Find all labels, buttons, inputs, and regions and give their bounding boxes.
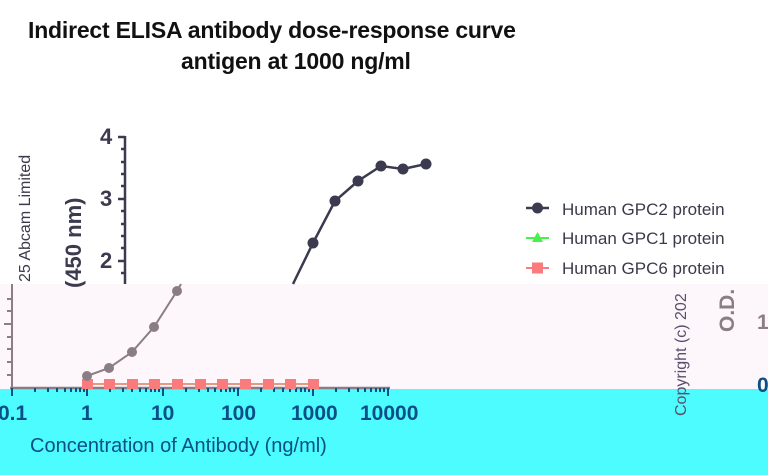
x-tick-10000: 10000 xyxy=(360,402,419,425)
right-y-tick-1: 1 xyxy=(757,311,768,334)
y-tick-2: 2 xyxy=(100,248,113,273)
chart-title-line2: antigen at 1000 ng/ml xyxy=(181,48,411,74)
lower-chart-plot-band xyxy=(0,284,768,389)
chart-title-line1: Indirect ELISA antibody dose-response cu… xyxy=(28,17,516,43)
lower-y-axis xyxy=(4,284,13,388)
x-axis-ticks xyxy=(11,388,389,396)
series-gpc6 xyxy=(82,379,319,389)
right-y-tick-0: 0 xyxy=(757,374,768,397)
x-tick-1000: 1000 xyxy=(291,402,338,425)
legend-marker-gpc1 xyxy=(526,232,549,242)
series-gpc2-lower xyxy=(82,283,182,381)
x-tick-0.1: 0.1 xyxy=(0,402,28,425)
y-tick-3: 3 xyxy=(100,186,113,211)
y-tick-4: 4 xyxy=(100,124,113,149)
legend-label-gpc1: Human GPC1 protein xyxy=(562,229,725,248)
legend-label-gpc2: Human GPC2 protein xyxy=(562,200,725,219)
series-gpc2-upper xyxy=(291,158,432,285)
legend-marker-gpc6 xyxy=(526,262,549,274)
legend-label-gpc6: Human GPC6 protein xyxy=(562,259,725,278)
x-tick-10: 10 xyxy=(151,402,175,425)
x-axis-label: Concentration of Antibody (ng/ml) xyxy=(30,435,327,457)
legend-marker-gpc2 xyxy=(526,202,549,214)
x-axis-band xyxy=(0,389,768,475)
upper-chart-layer xyxy=(0,0,768,284)
x-tick-1: 1 xyxy=(81,402,93,425)
upper-y-axis xyxy=(118,135,127,284)
x-tick-100: 100 xyxy=(221,402,257,425)
